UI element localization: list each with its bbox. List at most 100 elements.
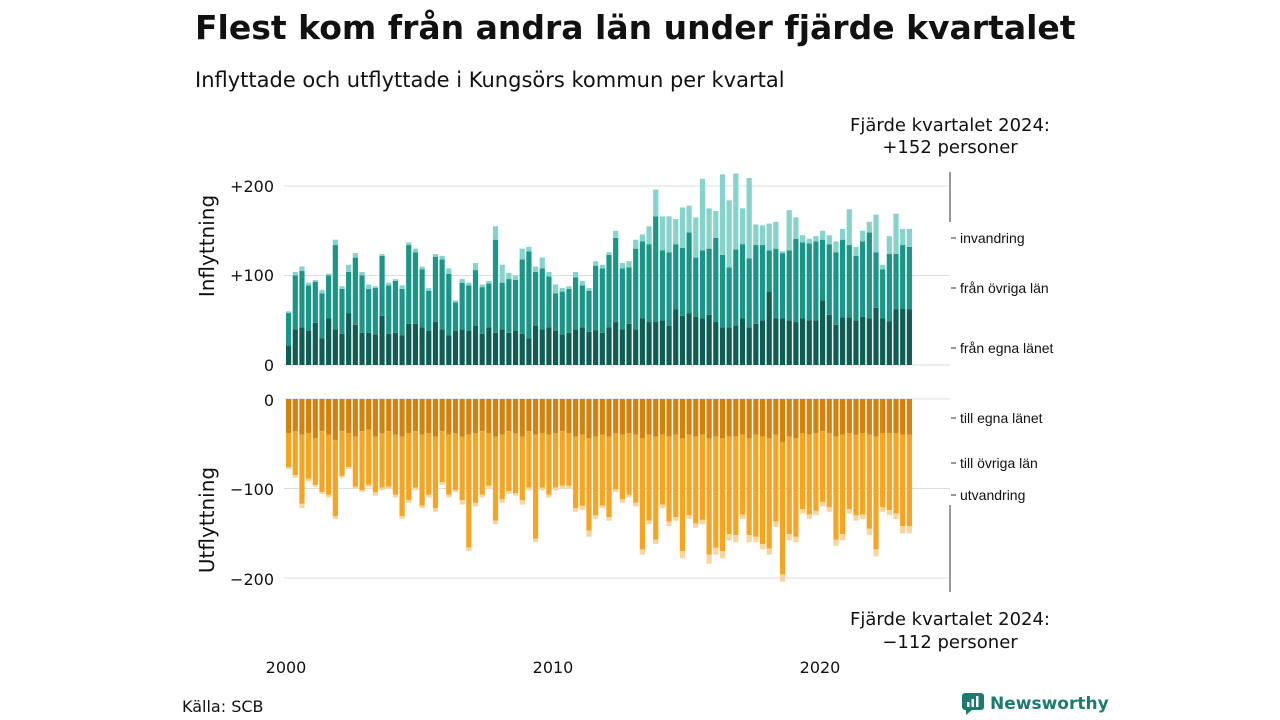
bar-outflow-other	[773, 434, 779, 522]
brand-logo[interactable]: Newsworthy	[962, 693, 1109, 715]
bar-outflow-own	[813, 399, 819, 434]
bar-outflow-other	[352, 436, 358, 487]
bar-outflow-emigration	[406, 500, 412, 503]
bar-inflow-own	[553, 330, 559, 365]
bar-outflow-emigration	[659, 504, 665, 509]
bar-inflow-other	[880, 269, 886, 319]
bar-inflow-own	[366, 332, 372, 365]
bar-outflow-emigration	[633, 502, 639, 507]
bar-inflow-own	[593, 330, 599, 366]
bar-inflow-own	[446, 335, 452, 365]
bar-outflow-own	[706, 399, 712, 439]
bar-inflow-other	[853, 255, 859, 321]
bar-outflow-other	[366, 429, 372, 485]
bar-inflow-other	[779, 253, 786, 319]
bar-outflow-own	[779, 399, 786, 442]
legend-invandring: invandring	[960, 230, 1025, 246]
bar-outflow-emigration	[766, 548, 772, 555]
bar-outflow-other	[486, 433, 492, 486]
bar-outflow-other	[633, 434, 639, 503]
bar-inflow-immigration	[593, 261, 599, 266]
bar-outflow-other	[766, 438, 772, 549]
bar-outflow-other	[713, 436, 719, 548]
bar-inflow-own	[559, 334, 565, 365]
bar-outflow-other	[906, 434, 912, 527]
bar-outflow-own	[392, 399, 398, 435]
bar-inflow-own	[813, 320, 819, 365]
bar-outflow-other	[820, 431, 826, 502]
bar-outflow-other	[693, 436, 699, 524]
bar-outflow-own	[659, 399, 665, 435]
annotation-top-line1: Fjärde kvartalet 2024:	[850, 115, 1050, 136]
bar-outflow-other	[846, 433, 852, 510]
bar-inflow-other	[846, 245, 852, 318]
bar-inflow-immigration	[746, 177, 752, 259]
bar-inflow-immigration	[846, 209, 852, 246]
bar-inflow-own	[846, 317, 852, 365]
bar-outflow-other	[566, 433, 572, 486]
bar-inflow-immigration	[659, 216, 665, 251]
bar-inflow-own	[332, 329, 338, 365]
bar-inflow-own	[546, 327, 552, 365]
xtick-2020: 2020	[800, 658, 841, 677]
bar-inflow-own	[733, 325, 739, 365]
bar-outflow-other	[292, 431, 298, 476]
bar-outflow-emigration	[486, 485, 492, 489]
bar-inflow-own	[499, 329, 505, 365]
bar-outflow-emigration	[820, 501, 826, 507]
bar-inflow-other	[706, 248, 712, 315]
bar-inflow-immigration	[779, 251, 786, 254]
bar-inflow-own	[586, 331, 592, 365]
bar-outflow-emigration	[512, 492, 519, 496]
bar-outflow-emigration	[813, 510, 819, 516]
bar-inflow-immigration	[472, 262, 479, 271]
bar-inflow-other	[492, 239, 499, 333]
bar-inflow-own	[386, 333, 392, 365]
bar-outflow-other	[599, 434, 605, 506]
bar-outflow-own	[459, 399, 465, 437]
bar-outflow-other	[573, 436, 579, 509]
bar-inflow-other	[539, 268, 545, 330]
bar-outflow-other	[833, 436, 839, 540]
bar-outflow-own	[646, 399, 652, 435]
bar-outflow-emigration	[506, 491, 512, 494]
bar-outflow-own	[426, 399, 432, 434]
bar-outflow-other	[312, 438, 318, 485]
bar-inflow-other	[286, 313, 292, 346]
bar-outflow-own	[286, 399, 292, 434]
bar-inflow-other	[653, 216, 659, 323]
bar-outflow-own	[906, 399, 912, 435]
bar-outflow-emigration	[726, 534, 732, 541]
bar-inflow-immigration	[306, 282, 312, 286]
bar-inflow-own	[346, 313, 352, 365]
bar-inflow-other	[673, 244, 679, 310]
bar-inflow-other	[439, 259, 445, 330]
bar-inflow-immigration	[840, 228, 846, 240]
migration-chart: +200 +100 0 0 −100 −200 Inflyttning Utfl…	[195, 115, 1054, 677]
bar-outflow-emigration	[439, 482, 445, 485]
bar-inflow-other	[686, 232, 692, 314]
bar-outflow-other	[392, 434, 398, 495]
bar-outflow-own	[332, 399, 338, 441]
bar-outflow-emigration	[826, 507, 832, 512]
bar-outflow-emigration	[299, 503, 305, 509]
bar-inflow-immigration	[706, 208, 712, 249]
bar-outflow-own	[799, 399, 806, 434]
bar-inflow-other	[793, 238, 799, 323]
bar-inflow-other	[573, 277, 579, 330]
bar-outflow-other	[432, 436, 439, 509]
bar-inflow-other	[332, 245, 338, 330]
bar-outflow-own	[866, 399, 872, 435]
bar-inflow-other	[806, 243, 812, 321]
bar-inflow-other	[519, 259, 525, 334]
bar-inflow-immigration	[699, 178, 706, 251]
bar-outflow-own	[326, 399, 332, 435]
bar-outflow-own	[693, 399, 699, 437]
bar-outflow-own	[639, 399, 645, 439]
bar-inflow-own	[693, 316, 699, 365]
bar-outflow-own	[739, 399, 746, 435]
axis-title-outflow: Utflyttning	[195, 467, 219, 573]
bar-outflow-own	[860, 399, 866, 434]
bar-outflow-own	[486, 399, 492, 434]
bar-outflow-own	[546, 399, 552, 435]
